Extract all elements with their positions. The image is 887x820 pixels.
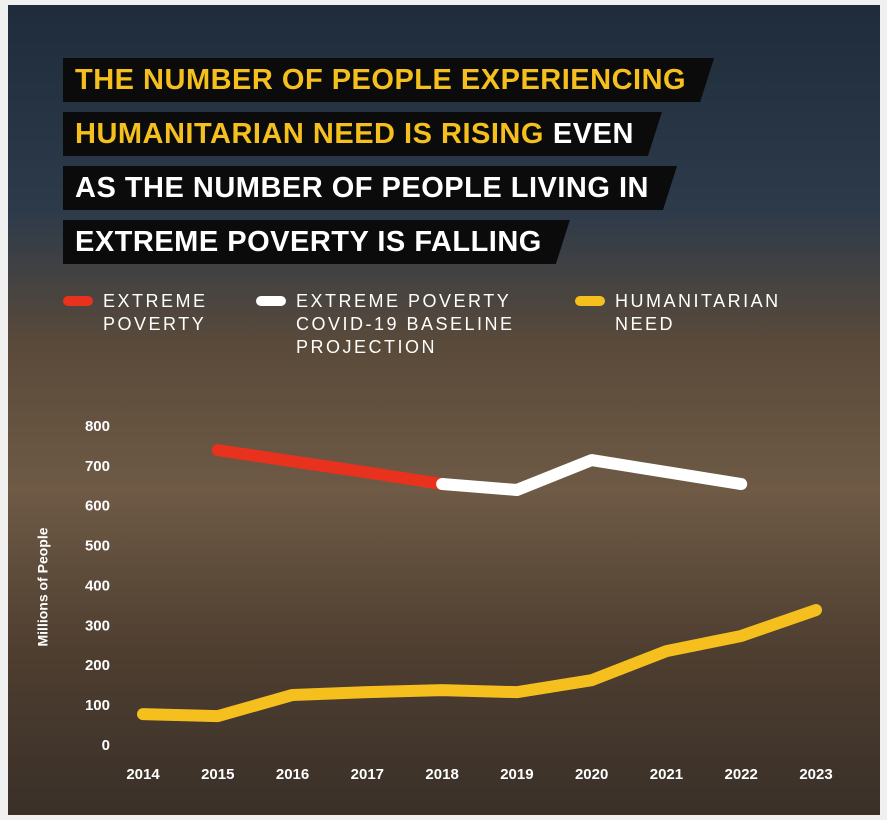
y-tick-label: 100 xyxy=(85,697,110,714)
y-axis-label: Millions of People xyxy=(35,527,51,646)
legend-label: HUMANITARIAN NEED xyxy=(615,291,781,334)
legend-item: EXTREME POVERTY COVID-19 BASELINE PROJEC… xyxy=(256,290,556,359)
x-tick-label: 2020 xyxy=(575,766,608,783)
legend-item: EXTREME POVERTY xyxy=(63,290,253,336)
legend-marker xyxy=(256,296,286,306)
title-line: AS THE NUMBER OF PEOPLE LIVING IN xyxy=(63,166,677,210)
x-tick-label: 2017 xyxy=(351,766,384,783)
x-tick-label: 2018 xyxy=(425,766,458,783)
x-tick-label: 2014 xyxy=(126,766,160,783)
legend-marker xyxy=(63,296,93,306)
x-tick-label: 2021 xyxy=(650,766,683,783)
x-tick-label: 2019 xyxy=(500,766,533,783)
title-line: EXTREME POVERTY IS FALLING xyxy=(63,220,570,264)
legend-item: HUMANITARIAN NEED xyxy=(575,290,845,336)
y-tick-label: 200 xyxy=(85,657,110,674)
title-text: EXTREME POVERTY IS FALLING xyxy=(75,226,542,258)
legend-marker xyxy=(575,296,605,306)
x-tick-label: 2015 xyxy=(201,766,234,783)
title-line: HUMANITARIAN NEED IS RISING EVEN xyxy=(63,112,662,156)
data-line xyxy=(436,454,748,497)
title-text: HUMANITARIAN NEED IS RISING xyxy=(75,118,544,150)
data-line xyxy=(211,444,449,491)
title-text: THE NUMBER OF PEOPLE EXPERIENCING xyxy=(75,64,687,96)
title-text: EVEN xyxy=(552,118,634,150)
y-tick-label: 0 xyxy=(102,737,110,754)
y-tick-label: 500 xyxy=(85,538,110,555)
x-tick-label: 2016 xyxy=(276,766,309,783)
y-tick-label: 400 xyxy=(85,577,110,594)
data-line xyxy=(137,604,822,723)
y-tick-label: 600 xyxy=(85,498,110,515)
title-text: AS THE NUMBER OF PEOPLE LIVING IN xyxy=(75,172,649,204)
y-tick-label: 300 xyxy=(85,617,110,634)
y-tick-label: 700 xyxy=(85,458,110,475)
legend-label: EXTREME POVERTY COVID-19 BASELINE PROJEC… xyxy=(296,291,515,357)
title-line: THE NUMBER OF PEOPLE EXPERIENCING xyxy=(63,58,714,102)
legend-label: EXTREME POVERTY xyxy=(103,291,208,334)
x-tick-label: 2022 xyxy=(725,766,758,783)
x-tick-label: 2023 xyxy=(799,766,832,783)
y-tick-label: 800 xyxy=(85,418,110,435)
